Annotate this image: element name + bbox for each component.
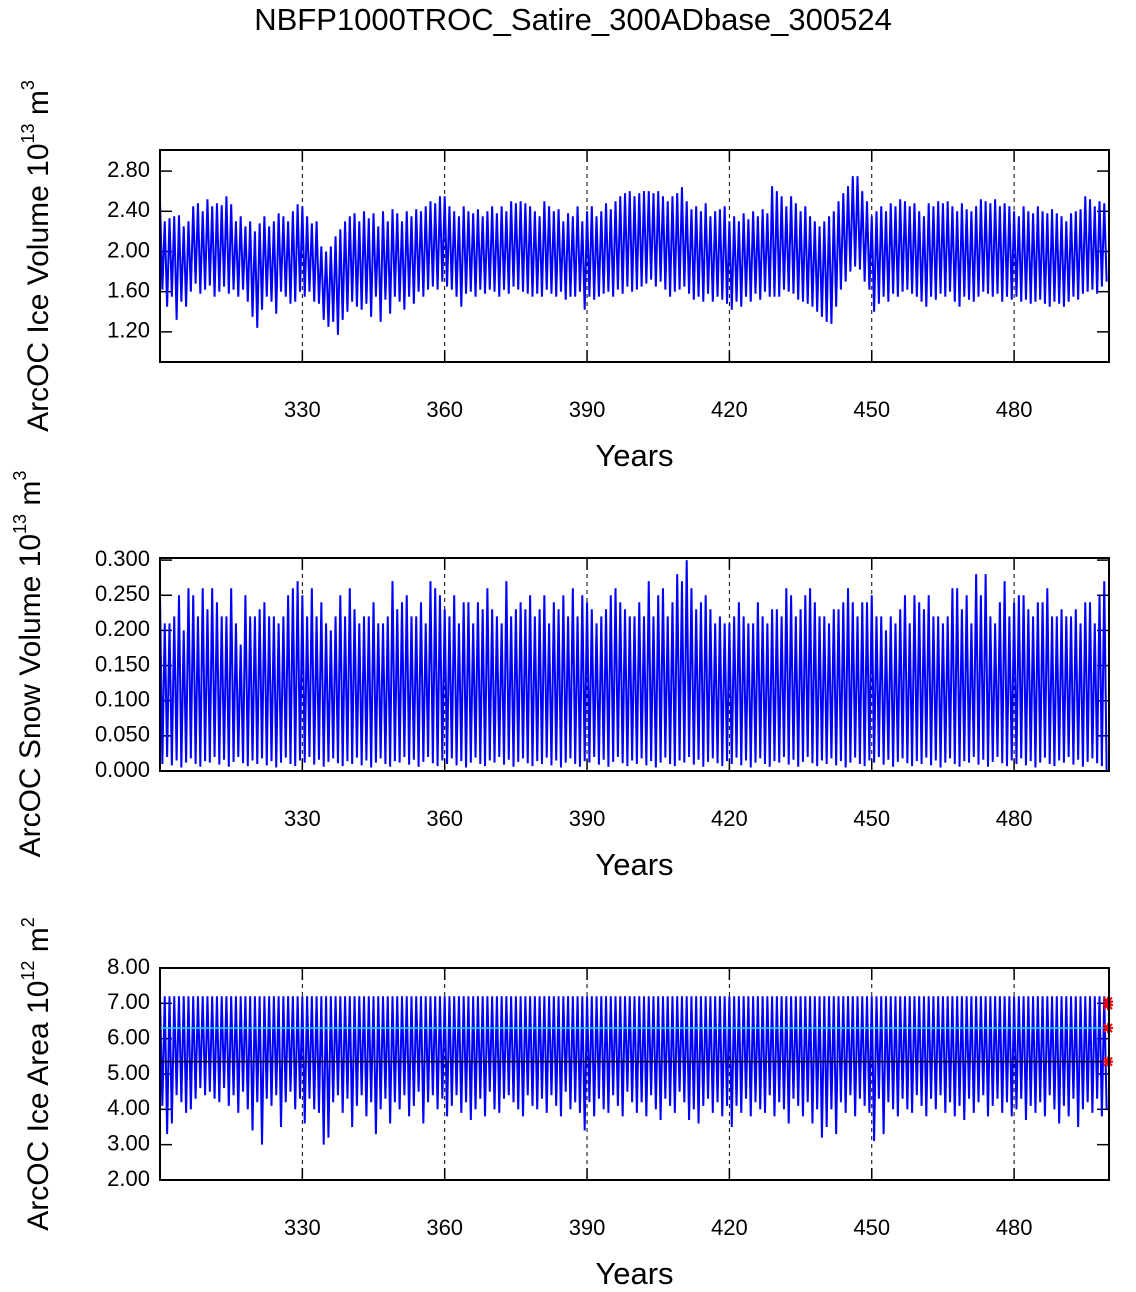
y-tick-label: 2.00 [107, 1166, 150, 1191]
y-axis-label-exponent: 3 [18, 80, 38, 90]
x-tick-label: 450 [853, 806, 890, 831]
figure-title: NBFP1000TROC_Satire_300ADbase_300524 [254, 2, 892, 37]
x-tick-label: 390 [569, 806, 606, 831]
y-axis-label-exponent: 13 [18, 123, 38, 143]
x-tick-label: 480 [996, 1215, 1033, 1240]
y-tick-label: 0.300 [95, 546, 150, 571]
y-tick-label: 0.000 [95, 757, 150, 782]
x-tick-label: 450 [853, 397, 890, 422]
y-axis-label-part: ArcOC Snow Volume 10 [14, 534, 47, 857]
x-axis-label: Years [595, 438, 673, 473]
x-tick-label: 450 [853, 1215, 890, 1240]
y-tick-label: 2.40 [107, 197, 150, 222]
x-tick-label: 330 [284, 806, 321, 831]
y-axis-label-exponent: 13 [10, 514, 30, 534]
x-tick-label: 390 [569, 1215, 606, 1240]
y-axis-label-exponent: 12 [18, 961, 38, 981]
y-axis-label-part: m [22, 927, 55, 960]
y-tick-label: 0.050 [95, 722, 150, 747]
y-axis-label-part: m [22, 90, 55, 123]
x-tick-label: 420 [711, 806, 748, 831]
x-axis-label: Years [595, 1256, 673, 1291]
y-axis-label-part: ArcOC Ice Volume 10 [22, 143, 55, 431]
plot-frame [159, 557, 1110, 772]
y-axis-label: ArcOC Ice Area 1012 m2 [18, 917, 55, 1230]
y-tick-label: 1.60 [107, 277, 150, 302]
x-tick-label: 480 [996, 397, 1033, 422]
y-axis-label: ArcOC Ice Volume 1013 m3 [18, 80, 55, 432]
y-tick-label: 7.00 [107, 989, 150, 1014]
y-tick-label: 0.200 [95, 616, 150, 641]
x-tick-label: 420 [711, 1215, 748, 1240]
y-axis-label: ArcOC Snow Volume 1013 m3 [10, 471, 47, 858]
y-tick-label: 2.80 [107, 157, 150, 182]
y-tick-label: 0.250 [95, 581, 150, 606]
x-tick-label: 480 [996, 806, 1033, 831]
y-tick-label: 6.00 [107, 1024, 150, 1049]
y-tick-label: 2.00 [107, 237, 150, 262]
x-tick-label: 360 [426, 1215, 463, 1240]
y-tick-label: 3.00 [107, 1130, 150, 1155]
y-tick-label: 4.00 [107, 1095, 150, 1120]
y-axis-label-exponent: 2 [18, 917, 38, 927]
data-line [160, 176, 1108, 335]
x-tick-label: 360 [426, 806, 463, 831]
data-line [160, 560, 1108, 771]
x-tick-label: 330 [284, 397, 321, 422]
y-tick-label: 5.00 [107, 1060, 150, 1085]
y-axis-label-exponent: 3 [10, 471, 30, 481]
x-axis-label: Years [595, 847, 673, 882]
plot-frame [159, 967, 1110, 1181]
y-axis-label-part: m [14, 481, 47, 514]
y-tick-label: 8.00 [107, 954, 150, 979]
y-tick-label: 0.100 [95, 687, 150, 712]
x-tick-label: 360 [426, 397, 463, 422]
y-axis-label-part: ArcOC Ice Area 10 [22, 981, 55, 1231]
x-tick-label: 420 [711, 397, 748, 422]
plot-frame [159, 149, 1110, 363]
x-tick-label: 390 [569, 397, 606, 422]
data-line [160, 996, 1108, 1145]
y-tick-label: 0.150 [95, 651, 150, 676]
x-tick-label: 330 [284, 1215, 321, 1240]
y-tick-label: 1.20 [107, 318, 150, 343]
